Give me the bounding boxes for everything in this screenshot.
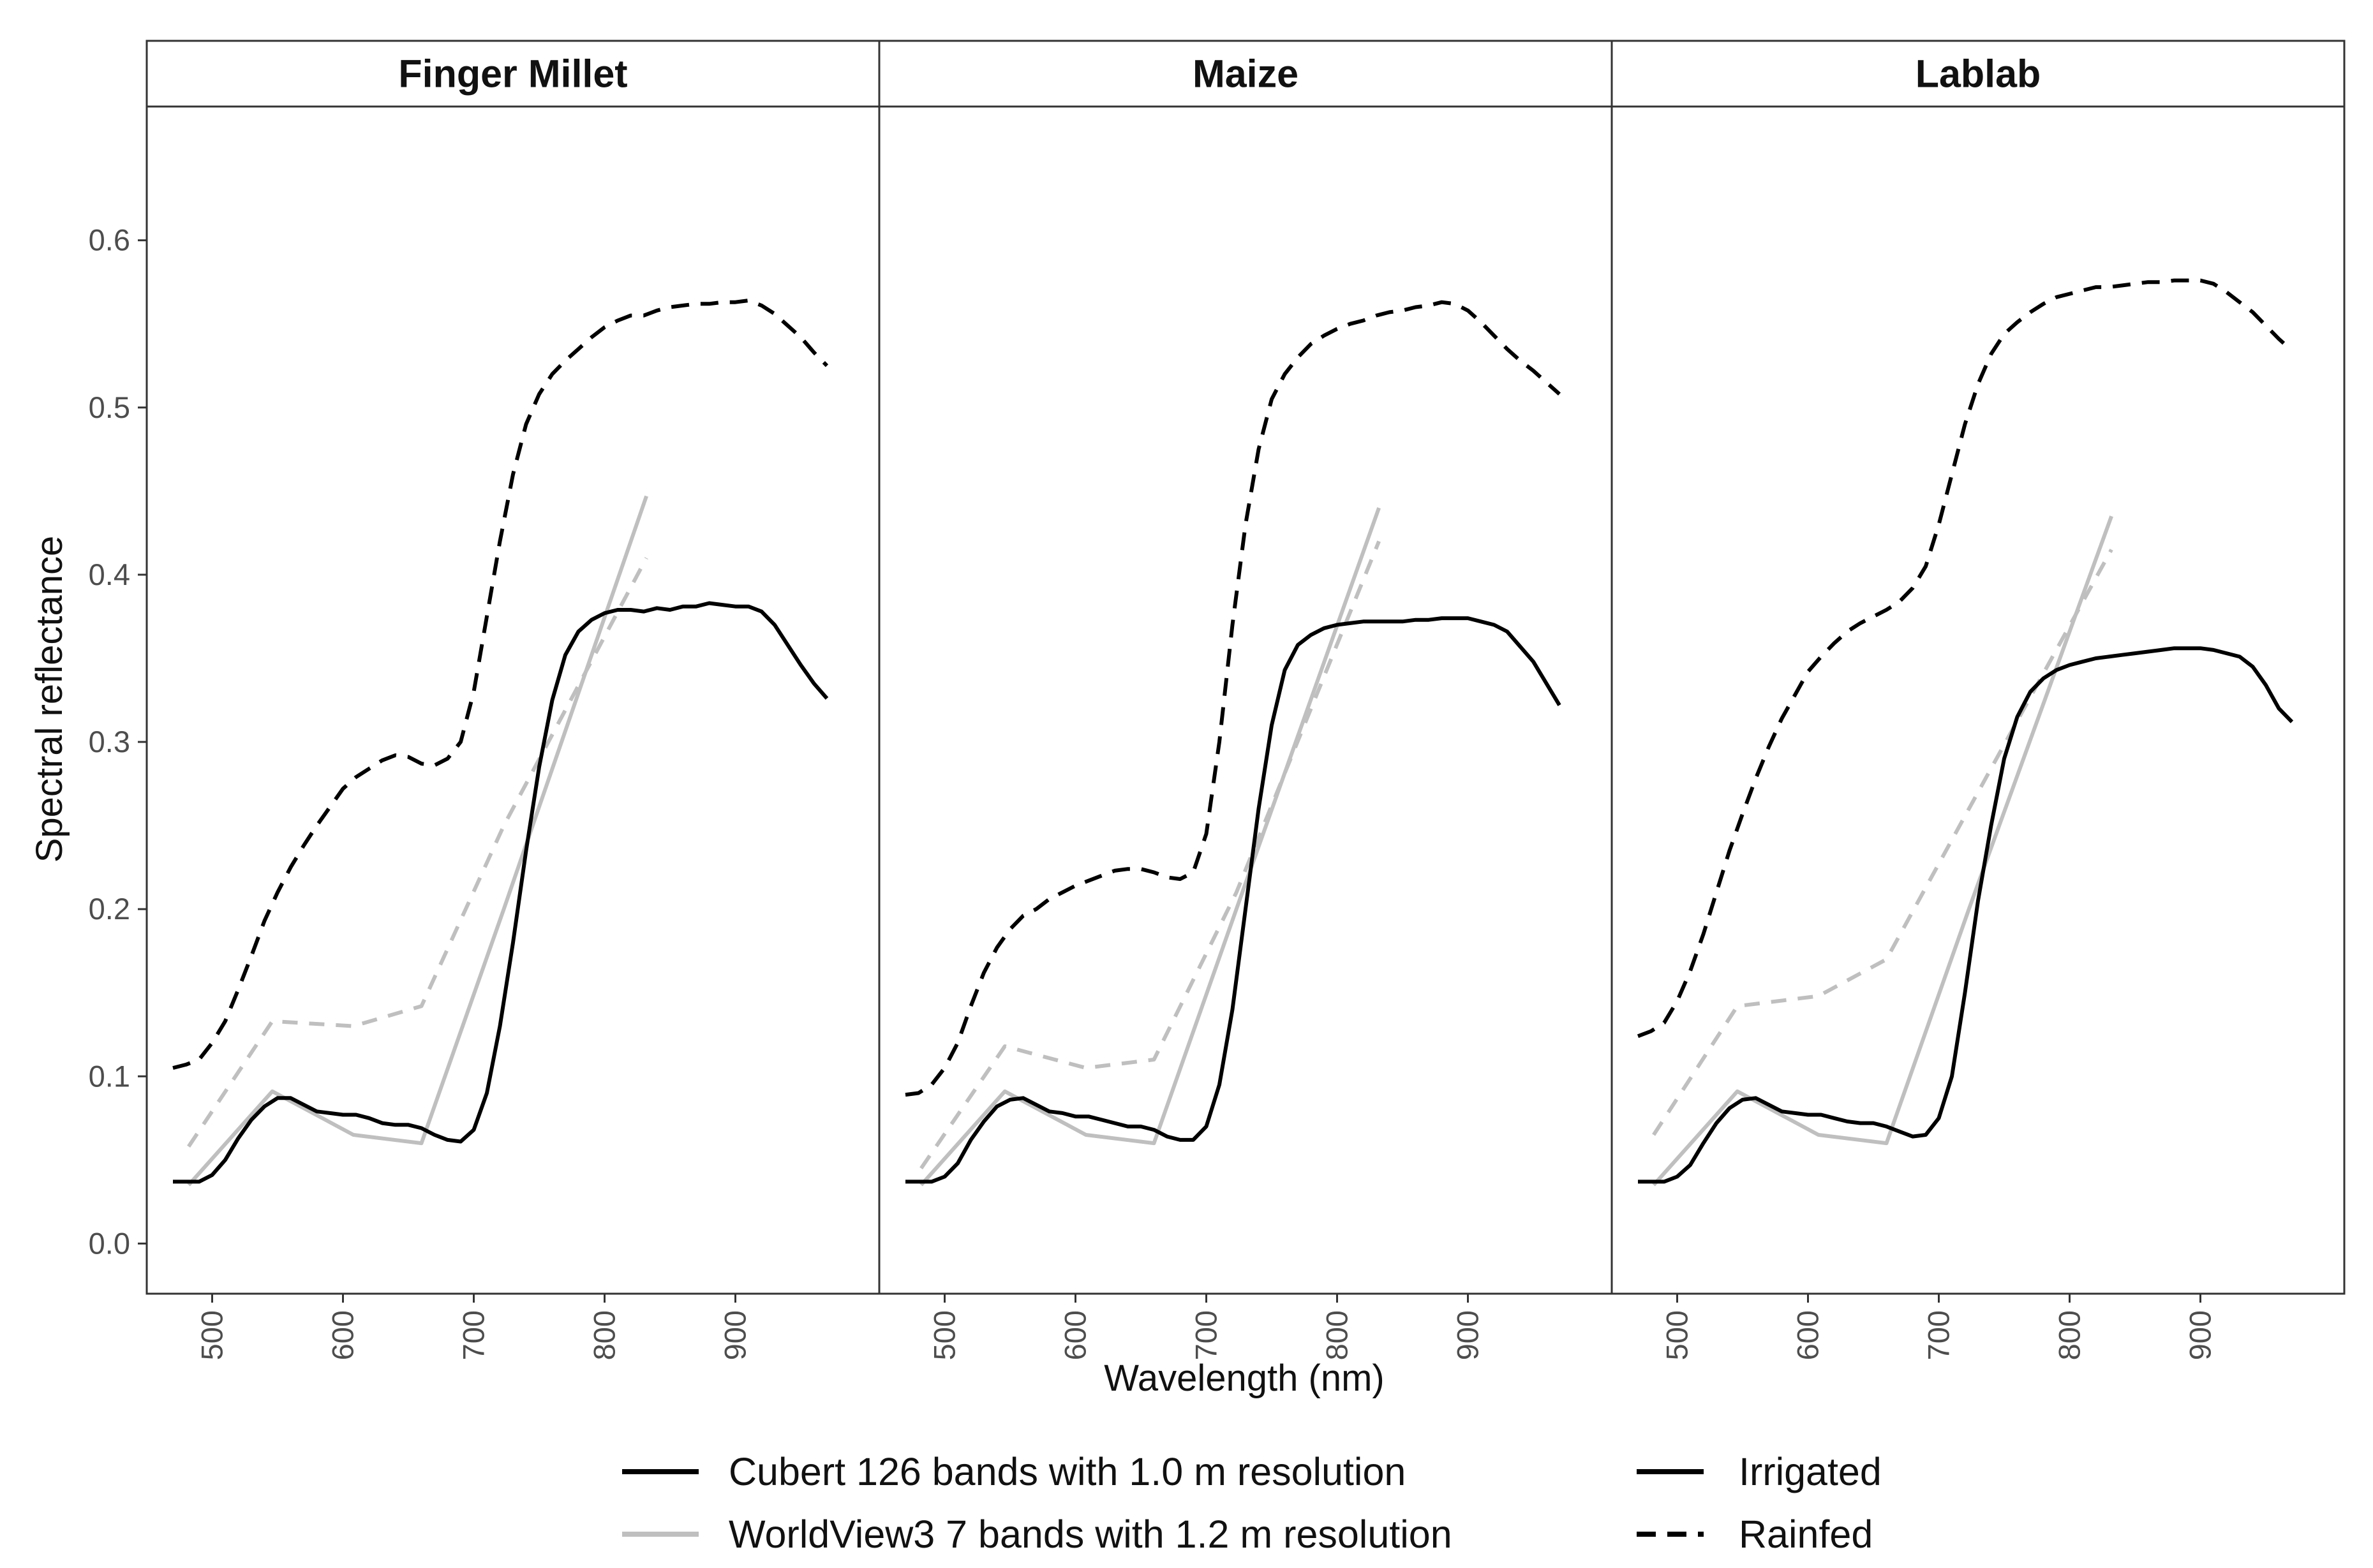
series-lablab-worldview3-rainfed: [1652, 549, 2113, 1136]
x-tick-label-maize-600: 600: [1059, 1310, 1092, 1360]
y-tick-label-0.0: 0.0: [89, 1226, 130, 1260]
y-axis-title: Spectral reflectance: [29, 536, 70, 863]
legend-label-worldview: WorldView3 7 bands with 1.2 m resolution: [729, 1513, 1452, 1556]
series-maize-worldview3-irrigated: [919, 507, 1381, 1187]
x-tick-label-finger-millet-600: 600: [326, 1310, 360, 1360]
x-tick-label-lablab-500: 500: [1660, 1310, 1694, 1360]
panel-title-finger-millet: Finger Millet: [398, 52, 627, 96]
y-tick-label-0.3: 0.3: [89, 725, 130, 758]
facet-panels: Finger Millet 500 600 700 800 900 Maize 500 600 7…: [145, 40, 2346, 1360]
y-tick-label-0.1: 0.1: [89, 1059, 130, 1093]
x-tick-label-finger-millet-900: 900: [718, 1310, 752, 1360]
x-tick-label-lablab-900: 900: [2183, 1310, 2217, 1360]
x-tick-label-maize-800: 800: [1320, 1310, 1354, 1360]
panel-title-lablab: Lablab: [1916, 52, 2041, 96]
y-axis: 0.0 0.1 0.2 0.3 0.4 0.5 0.6: [89, 223, 147, 1260]
panel-title-maize: Maize: [1193, 52, 1298, 96]
x-tick-label-maize-700: 700: [1189, 1310, 1223, 1360]
x-tick-label-lablab-600: 600: [1791, 1310, 1825, 1360]
panel-maize: Maize 500 600 700 800 900: [878, 40, 1613, 1360]
x-tick-label-finger-millet-800: 800: [588, 1310, 621, 1360]
legend-label-rainfed: Rainfed: [1739, 1513, 1873, 1556]
panel-lablab: Lablab 500 600 700 800 900: [1611, 40, 2346, 1360]
legend-label-cubert: Cubert 126 bands with 1.0 m resolution: [729, 1450, 1406, 1493]
series-lablab-worldview3-irrigated: [1652, 515, 2113, 1187]
x-tick-label-maize-900: 900: [1451, 1310, 1485, 1360]
series-maize-cubert-rainfed: [905, 300, 1561, 1097]
legend-label-irrigated: Irrigated: [1739, 1450, 1882, 1493]
x-tick-label-lablab-700: 700: [1922, 1310, 1956, 1360]
y-tick-label-0.4: 0.4: [89, 558, 130, 591]
x-tick-label-finger-millet-500: 500: [195, 1310, 229, 1360]
series-lablab-cubert-rainfed: [1637, 278, 2294, 1039]
x-tick-label-finger-millet-700: 700: [457, 1310, 491, 1360]
x-tick-label-maize-500: 500: [928, 1310, 962, 1360]
series-finger-millet-cubert-rainfed: [172, 299, 829, 1070]
panel-finger-millet: Finger Millet 500 600 700 800 900: [145, 40, 881, 1360]
y-tick-label-0.6: 0.6: [89, 223, 130, 257]
legend: Cubert 126 bands with 1.0 m resolution W…: [622, 1450, 1882, 1556]
series-maize-cubert-irrigated: [905, 616, 1561, 1184]
y-tick-label-0.2: 0.2: [89, 892, 130, 926]
x-axis-title: Wavelength (nm): [1104, 1357, 1384, 1399]
series-maize-worldview3-rainfed: [919, 540, 1381, 1170]
panel-strip-finger-millet: [145, 40, 881, 108]
series-finger-millet-cubert-irrigated: [173, 601, 829, 1184]
x-tick-label-lablab-800: 800: [2053, 1310, 2087, 1360]
y-tick-label-0.5: 0.5: [89, 390, 130, 424]
series-lablab-cubert-irrigated: [1638, 646, 2294, 1184]
